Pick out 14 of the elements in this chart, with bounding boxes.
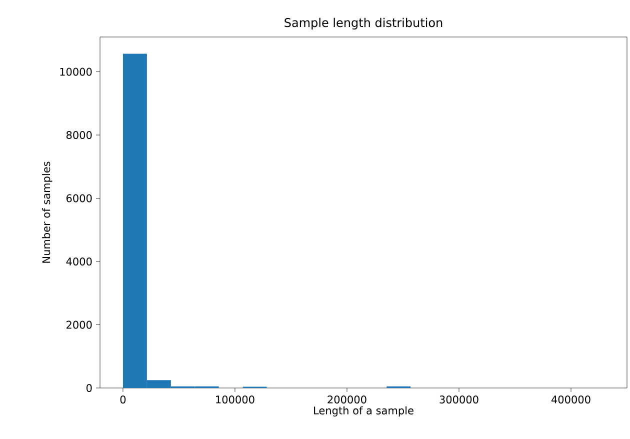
y-tick-label: 2000 <box>66 320 92 329</box>
y-tick-label: 0 <box>86 384 92 392</box>
chart-title: Sample length distribution <box>284 18 442 30</box>
x-tick-label: 0 <box>120 396 126 404</box>
y-tick-label: 4000 <box>66 258 92 266</box>
x-tick-label: 200000 <box>328 396 366 404</box>
y-tick-label: 10000 <box>60 68 92 76</box>
x-tick-label: 400000 <box>551 396 590 404</box>
y-axis-title: Number of samples <box>42 162 52 263</box>
y-tick-label: 6000 <box>66 194 92 202</box>
y-tick-label: 8000 <box>66 131 92 139</box>
x-tick-label: 100000 <box>216 396 254 404</box>
x-tick-label: 300000 <box>440 396 478 404</box>
x-axis-title: Length of a sample <box>314 406 414 416</box>
